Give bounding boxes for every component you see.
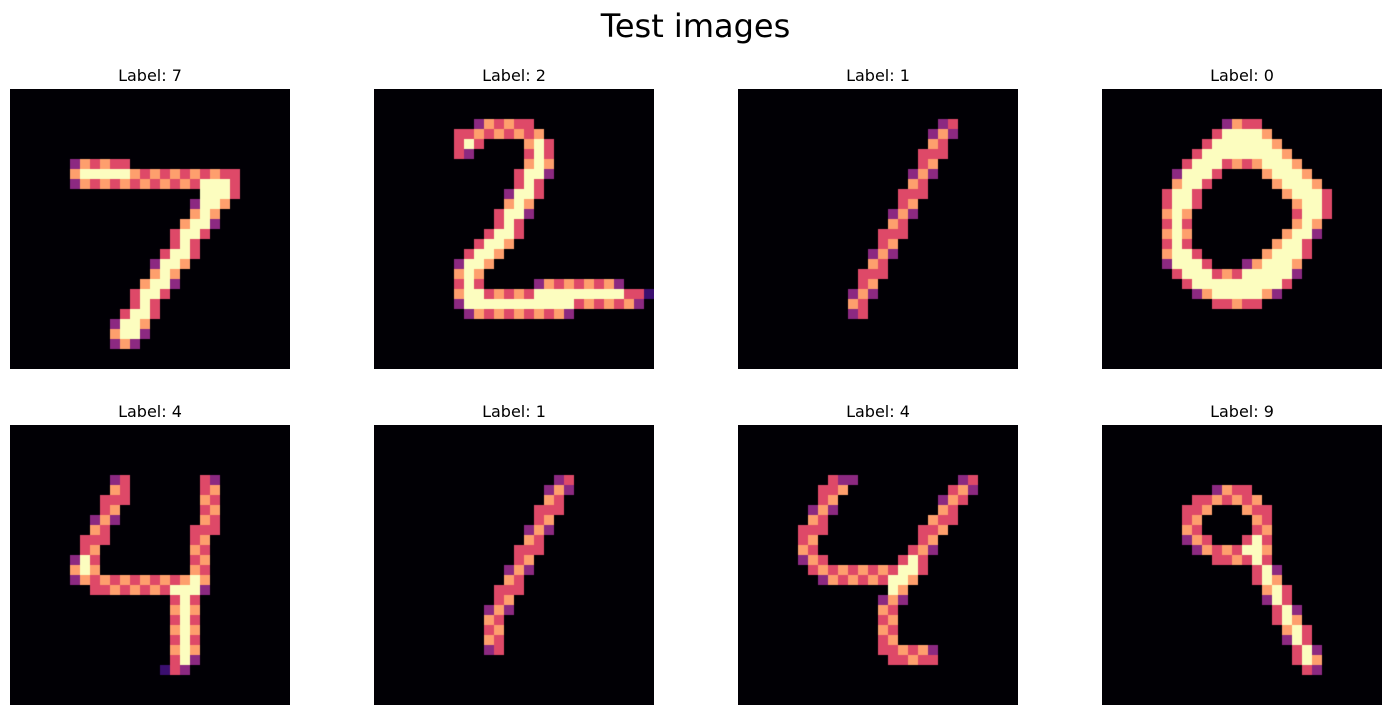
panel-title: Label: 9 [1210,402,1274,421]
digit-image [10,89,290,369]
panel-title: Label: 2 [482,66,546,85]
digit-image [374,89,654,369]
panel-title: Label: 0 [1210,66,1274,85]
digit-image [738,89,1018,369]
panel-title: Label: 4 [118,402,182,421]
panel-title: Label: 1 [482,402,546,421]
panel-title: Label: 7 [118,66,182,85]
digit-image [1102,89,1382,369]
digit-image [738,425,1018,705]
digit-image [10,425,290,705]
figure-title: Test images [600,7,791,45]
digit-image [1102,425,1382,705]
digit-image [374,425,654,705]
panel-title: Label: 1 [846,66,910,85]
panel-title: Label: 4 [846,402,910,421]
